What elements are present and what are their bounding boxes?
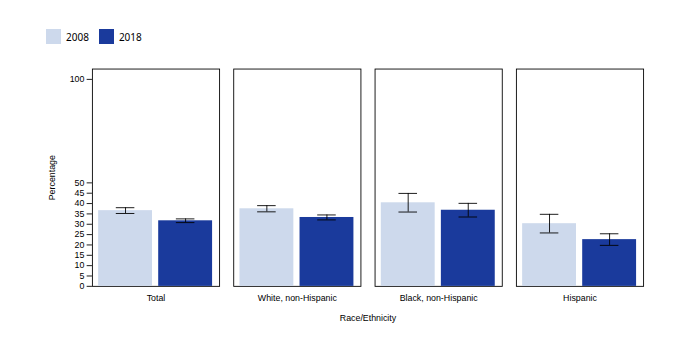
html-text:2008: 2008 bbox=[66, 29, 89, 44]
svg-text:20: 20 bbox=[75, 240, 85, 250]
svg-text:White, non-Hispanic: White, non-Hispanic bbox=[258, 293, 338, 303]
svg-text:Total: Total bbox=[147, 293, 166, 303]
svg-text:100: 100 bbox=[70, 74, 85, 84]
svg-text:15: 15 bbox=[75, 250, 85, 260]
svg-text:Percentage: Percentage bbox=[47, 155, 57, 200]
svg-text:25: 25 bbox=[75, 229, 85, 239]
svg-text:0: 0 bbox=[80, 281, 85, 291]
svg-text:Hispanic: Hispanic bbox=[563, 293, 597, 303]
html-text:2018: 2018 bbox=[118, 29, 142, 44]
svg-text:45: 45 bbox=[75, 188, 85, 198]
svg-text:35: 35 bbox=[75, 209, 85, 219]
svg-text:40: 40 bbox=[75, 198, 85, 208]
svg-text:Race/Ethnicity: Race/Ethnicity bbox=[340, 313, 397, 323]
svg-text:50: 50 bbox=[75, 178, 85, 188]
svg-text:Black, non-Hispanic: Black, non-Hispanic bbox=[400, 293, 479, 303]
svg-text:30: 30 bbox=[75, 219, 85, 229]
svg-text:10: 10 bbox=[75, 260, 85, 270]
svg-text:5: 5 bbox=[80, 271, 85, 281]
